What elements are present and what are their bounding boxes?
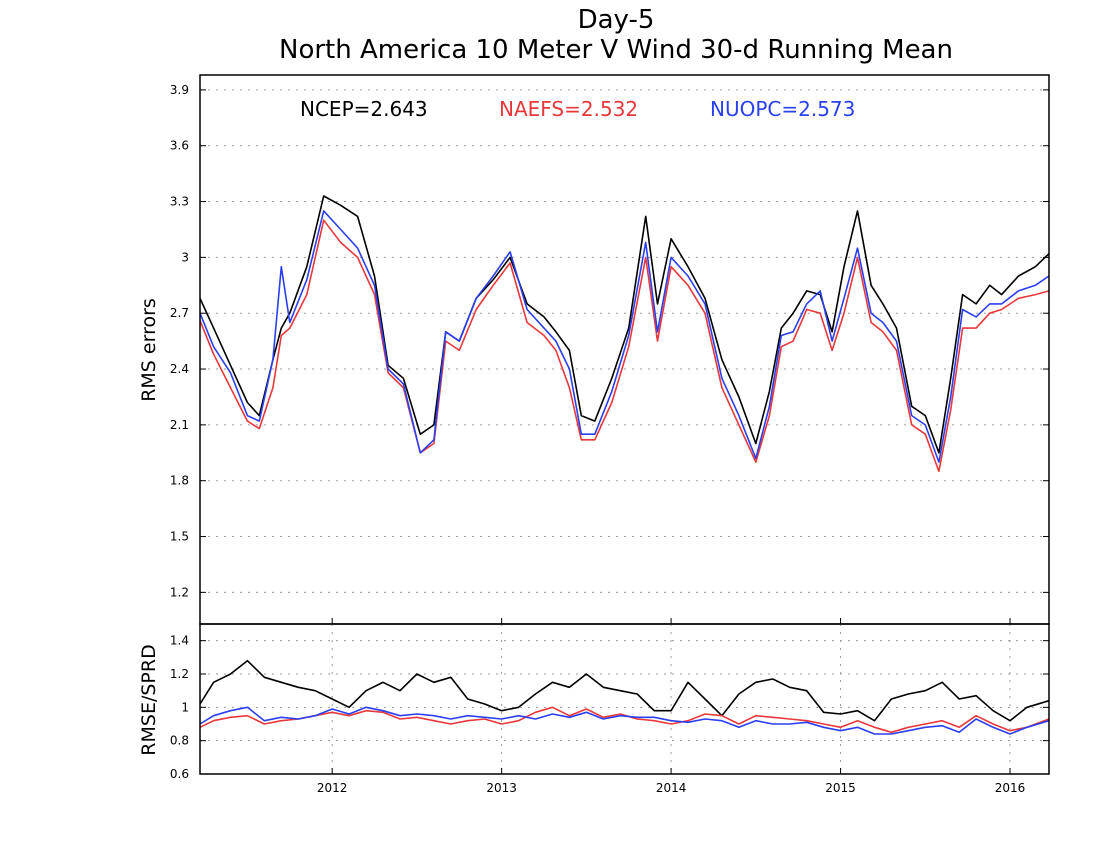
bottom-plot-frame bbox=[199, 623, 1050, 775]
y-tick-label: 2.7 bbox=[170, 306, 189, 320]
x-tick-labels: 2012 2013 2014 2015 2016 bbox=[317, 768, 1025, 795]
y-tick-label: 2.1 bbox=[170, 418, 189, 432]
bottom-panel: 0.6 0.8 1 1.2 1.4 2012 2013 2014 2015 2016 RMSE/… bbox=[138, 623, 1050, 795]
y-tick-label: 1.5 bbox=[170, 530, 189, 544]
y-tick-label: 2.4 bbox=[170, 362, 189, 376]
y-tick-label: 0.8 bbox=[170, 734, 189, 748]
bottom-y-tick-labels: 0.6 0.8 1 1.2 1.4 bbox=[170, 634, 1049, 781]
y-tick-label: 1.2 bbox=[170, 585, 189, 599]
y-tick-label: 1.8 bbox=[170, 474, 189, 488]
top-series-lines bbox=[199, 195, 1050, 473]
bottom-grid bbox=[200, 624, 1049, 775]
bottom-series-lines bbox=[199, 659, 1050, 735]
series-line-naefs bbox=[199, 706, 1050, 734]
x-tick-label: 2016 bbox=[995, 781, 1026, 795]
y-tick-label: 3.6 bbox=[170, 139, 189, 153]
y-tick-label: 1.4 bbox=[170, 634, 189, 648]
top-panel: 1.21.51.82.12.42.733.33.63.9 RMS errors … bbox=[138, 74, 1050, 625]
top-y-axis-label: RMS errors bbox=[138, 298, 160, 402]
series-line-ncep bbox=[199, 659, 1050, 722]
x-tick-label: 2015 bbox=[825, 781, 856, 795]
top-y-tick-labels: 1.2 1.5 1.8 2.1 2.4 2.7 3 3.3 3.6 3.9 bbox=[170, 83, 1049, 624]
legend-ncep: NCEP=2.643 bbox=[300, 97, 428, 121]
y-tick-label: 3.3 bbox=[170, 195, 189, 209]
y-tick-label: 1.2 bbox=[170, 667, 189, 681]
series-line-nuopc bbox=[199, 706, 1050, 735]
chart-subtitle: North America 10 Meter V Wind 30-d Runni… bbox=[279, 35, 953, 65]
series-line-naefs bbox=[199, 219, 1050, 473]
y-tick-label: 0.6 bbox=[170, 767, 189, 781]
y-tick-label: 3.9 bbox=[170, 83, 189, 97]
x-tick-label: 2012 bbox=[317, 781, 348, 795]
x-tick-label: 2014 bbox=[656, 781, 687, 795]
series-line-ncep bbox=[199, 195, 1050, 454]
series-line-nuopc bbox=[199, 210, 1050, 463]
y-tick-label: 1 bbox=[181, 700, 189, 714]
x-tick-label: 2013 bbox=[486, 781, 517, 795]
chart-title: Day-5 bbox=[578, 5, 655, 35]
top-grid bbox=[200, 89, 1049, 593]
legend: NCEP=2.643 NAEFS=2.532 NUOPC=2.573 bbox=[300, 97, 855, 121]
legend-nuopc: NUOPC=2.573 bbox=[710, 97, 855, 121]
legend-naefs: NAEFS=2.532 bbox=[499, 97, 638, 121]
bottom-y-axis-label: RMSE/SPRD bbox=[138, 644, 160, 755]
y-tick-label: 3 bbox=[181, 250, 189, 264]
